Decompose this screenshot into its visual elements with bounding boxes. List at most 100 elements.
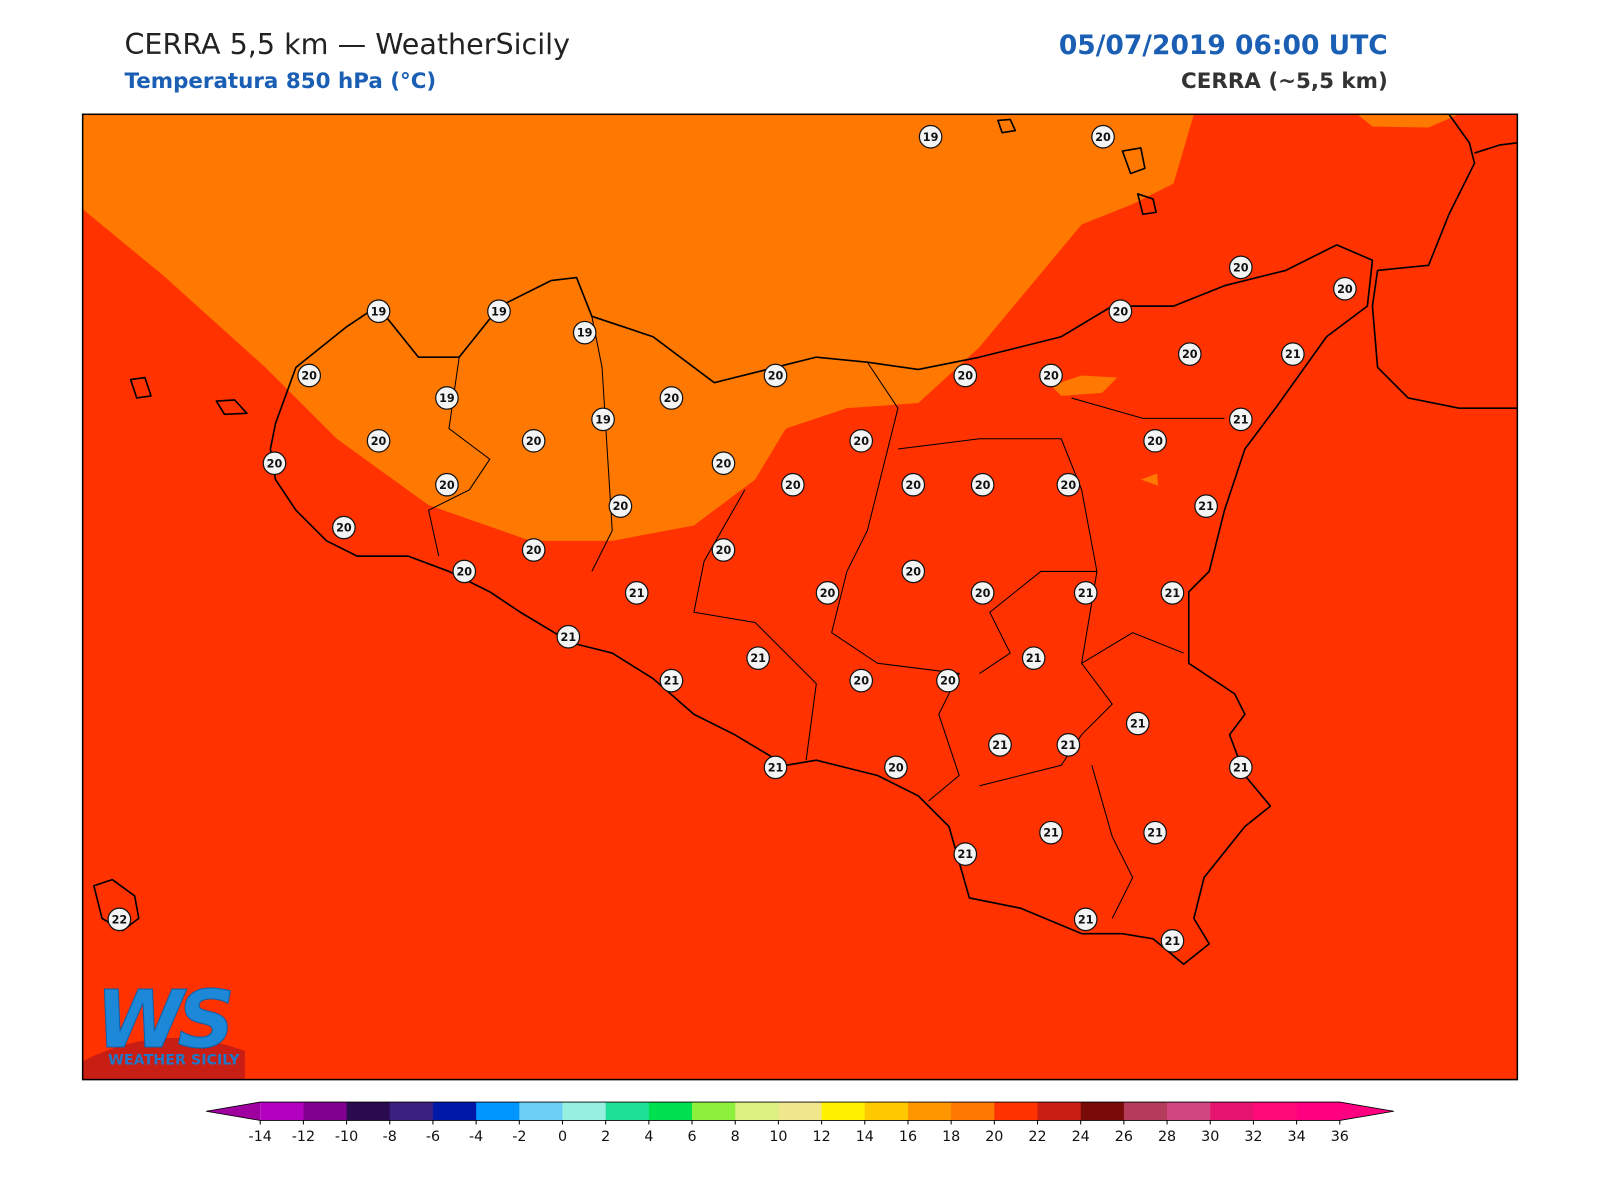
station-value: 20 [526, 435, 542, 448]
station-value: 21 [1233, 413, 1249, 426]
station-value: 21 [1147, 827, 1163, 840]
station-marker [781, 472, 805, 497]
datetime: 05/07/2019 06:00 UTC [1059, 30, 1388, 61]
islands [93, 118, 1157, 932]
station-value: 20 [1147, 435, 1163, 448]
stations: 19 20 20 20 19 19 19 20 20 20 20 20 20 21 19 20 19 21 20 20… [107, 124, 1357, 953]
colorbar-bin [1167, 1102, 1211, 1121]
colorbar-bin [432, 1102, 477, 1121]
colorbar-tick-label: 10 [769, 1129, 787, 1145]
colorbar-tick-label: 34 [1288, 1129, 1306, 1145]
colorbar-bin [303, 1102, 348, 1121]
colorbar-bin [605, 1102, 650, 1121]
station-value: 21 [1043, 827, 1059, 840]
colorbar-tick-label: -6 [426, 1129, 440, 1145]
station-value: 19 [439, 392, 455, 405]
station-value: 20 [301, 370, 317, 383]
colorbar-tick-label: 24 [1072, 1129, 1090, 1145]
station-marker [1228, 255, 1253, 280]
station-marker [107, 907, 132, 932]
colorbar-bin [1296, 1102, 1341, 1121]
station-value: 20 [613, 500, 629, 513]
colorbar-bin [648, 1102, 693, 1121]
station-value: 21 [1061, 739, 1077, 752]
station-marker [746, 646, 770, 670]
station-marker [1228, 755, 1253, 780]
station-value: 20 [1182, 348, 1198, 361]
colorbar-tick-label: -14 [249, 1129, 272, 1145]
colorbar-tick-label: 30 [1201, 1129, 1219, 1145]
station-value: 20 [820, 587, 836, 600]
colorbar-tick-label: -10 [335, 1129, 358, 1145]
station-marker [988, 733, 1012, 757]
colorbar-tick-label: 6 [688, 1129, 697, 1145]
station-value: 21 [1130, 718, 1146, 731]
subtitle: Temperatura 850 hPa (°C) [124, 69, 436, 94]
map: 19 20 20 20 19 19 19 20 20 20 20 20 20 21 19 20 19 21 20 20… [82, 114, 1518, 1080]
station-marker [970, 581, 995, 605]
station-value: 20 [1337, 283, 1353, 296]
colorbar-tick-label: -4 [469, 1129, 483, 1145]
station-marker [1091, 124, 1115, 149]
field-cool [82, 114, 1194, 541]
colorbar-bin [907, 1102, 952, 1121]
station-marker [1073, 581, 1098, 605]
colorbar-bin [735, 1102, 779, 1121]
station-value: 21 [1026, 652, 1042, 665]
station-marker [659, 668, 684, 693]
colorbar-bin [1253, 1102, 1298, 1121]
title: CERRA 5,5 km — WeatherSicily [124, 27, 570, 61]
station-value: 19 [923, 131, 939, 144]
logo-mark: WS [96, 973, 231, 1066]
colorbar-tick-label: -2 [512, 1129, 526, 1145]
station-value: 20 [853, 675, 869, 688]
colorbar-tick-label: 4 [644, 1129, 653, 1145]
colorbar-bin [1080, 1102, 1125, 1121]
station-marker [1108, 299, 1133, 324]
station-marker [815, 581, 840, 605]
colorbar-tick-label: -12 [292, 1129, 315, 1145]
station-value: 21 [768, 761, 784, 774]
station-marker [1056, 472, 1081, 497]
station-marker [366, 299, 391, 324]
model: CERRA (~5,5 km) [1181, 69, 1388, 94]
station-marker [1125, 711, 1150, 736]
colorbar-tick-label: 32 [1244, 1129, 1262, 1145]
station-marker [435, 386, 459, 410]
station-marker [262, 451, 287, 476]
coastline [269, 244, 1374, 966]
station-marker [572, 320, 597, 345]
station-value: 20 [768, 370, 784, 383]
station-value: 21 [1285, 348, 1301, 361]
station-marker [1194, 494, 1218, 518]
station-value: 20 [975, 479, 991, 492]
station-marker [487, 299, 511, 324]
station-value: 20 [716, 457, 732, 470]
station-marker [711, 451, 736, 476]
station-marker [884, 755, 908, 780]
station-marker [1039, 820, 1063, 845]
station-value: 20 [664, 392, 680, 405]
station-value: 21 [1165, 587, 1181, 600]
station-value: 20 [439, 479, 455, 492]
colorbar-bin [519, 1102, 563, 1121]
colorbar-tick-label: 8 [731, 1129, 740, 1145]
station-value: 20 [975, 587, 991, 600]
station-value: 21 [664, 675, 680, 688]
station-value: 20 [1043, 370, 1059, 383]
station-value: 20 [785, 479, 801, 492]
colorbar-bin [994, 1102, 1039, 1121]
station-marker [849, 428, 874, 453]
station-value: 20 [1233, 261, 1249, 274]
station-marker [953, 842, 978, 866]
station-marker [763, 755, 788, 780]
colorbar-bin [260, 1102, 304, 1121]
colorbar-bin [951, 1102, 995, 1121]
logo: WS WEATHER SICILY [82, 972, 245, 1080]
station-value: 21 [1165, 935, 1181, 948]
station-marker [332, 515, 356, 540]
colorbar-bin [346, 1102, 391, 1121]
colorbar-tick-label: 16 [899, 1129, 917, 1145]
colorbar-bin [476, 1102, 520, 1121]
